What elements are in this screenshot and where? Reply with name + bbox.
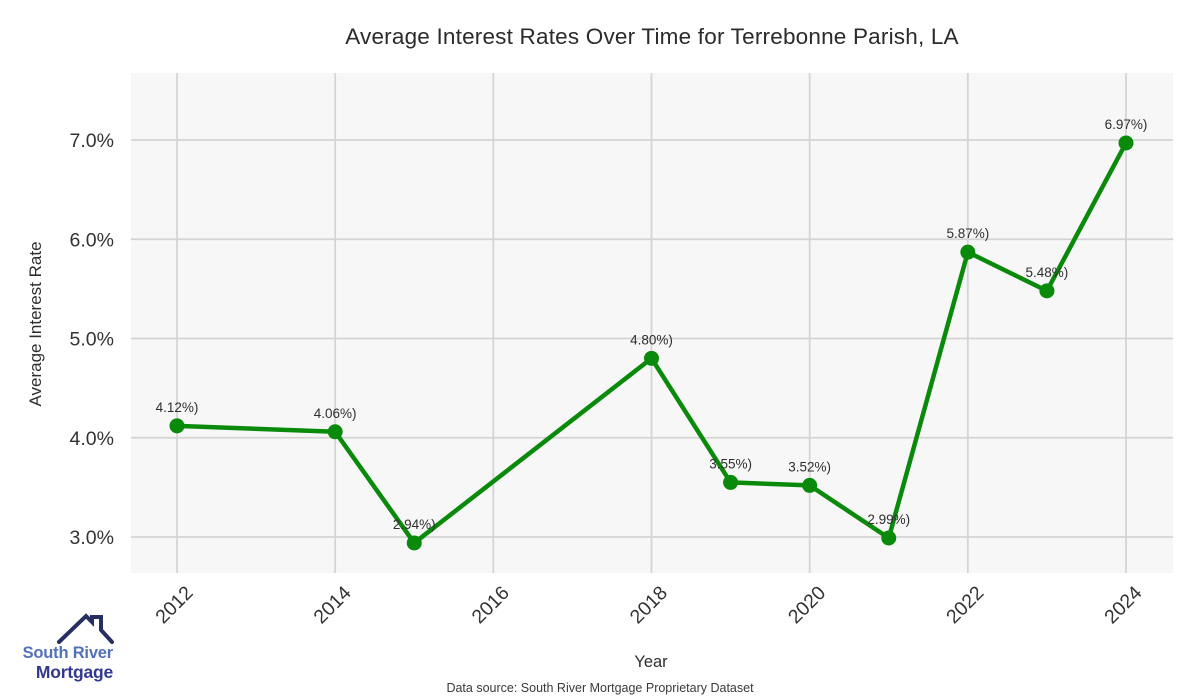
y-tick-label: 5.0% xyxy=(70,329,114,351)
data-point xyxy=(1118,135,1134,151)
y-tick-label: 7.0% xyxy=(70,130,114,152)
y-tick-label: 4.0% xyxy=(70,428,114,450)
x-tick-label: 2014 xyxy=(309,582,355,628)
data-source-note: Data source: South River Mortgage Propri… xyxy=(446,681,754,695)
x-tick-label: 2012 xyxy=(151,582,197,628)
x-tick-label: 2024 xyxy=(1100,582,1146,628)
data-point xyxy=(643,350,659,366)
point-value-label: 4.12%) xyxy=(156,400,199,415)
logo-line1: South River xyxy=(22,644,114,662)
x-tick-label: 2022 xyxy=(942,582,988,628)
x-tick-label: 2018 xyxy=(626,582,672,628)
data-point xyxy=(169,418,185,434)
point-value-label: 5.87%) xyxy=(946,226,989,241)
data-point xyxy=(327,424,343,440)
point-value-label: 2.99%) xyxy=(867,512,910,527)
south-river-mortgage-logo: South River Mortgage xyxy=(18,610,115,682)
x-axis-title: Year xyxy=(634,653,668,671)
x-tick-label: 2016 xyxy=(468,582,514,628)
rate-line-series xyxy=(174,140,1129,546)
data-point xyxy=(406,535,422,551)
y-tick-label: 6.0% xyxy=(70,229,114,251)
house-roof-icon xyxy=(57,613,114,644)
data-point xyxy=(881,530,897,546)
point-value-label: 3.55%) xyxy=(709,456,752,471)
point-value-label: 4.80%) xyxy=(630,332,673,347)
x-tick-label: 2020 xyxy=(784,582,830,628)
data-point xyxy=(802,477,818,493)
page-title: Average Interest Rates Over Time for Ter… xyxy=(345,24,959,49)
data-point xyxy=(1039,283,1055,299)
point-value-label: 3.52%) xyxy=(788,459,831,474)
y-axis-title: Average Interest Rate xyxy=(26,241,45,407)
point-value-label: 2.94%) xyxy=(393,517,436,532)
data-point xyxy=(960,244,976,260)
point-value-label: 4.06%) xyxy=(314,406,357,421)
point-value-label: 5.48%) xyxy=(1026,265,1069,280)
y-tick-label: 3.0% xyxy=(70,527,114,549)
point-value-label: 6.97%) xyxy=(1105,117,1148,132)
logo-line2: Mortgage xyxy=(35,662,113,682)
data-point xyxy=(723,474,739,490)
